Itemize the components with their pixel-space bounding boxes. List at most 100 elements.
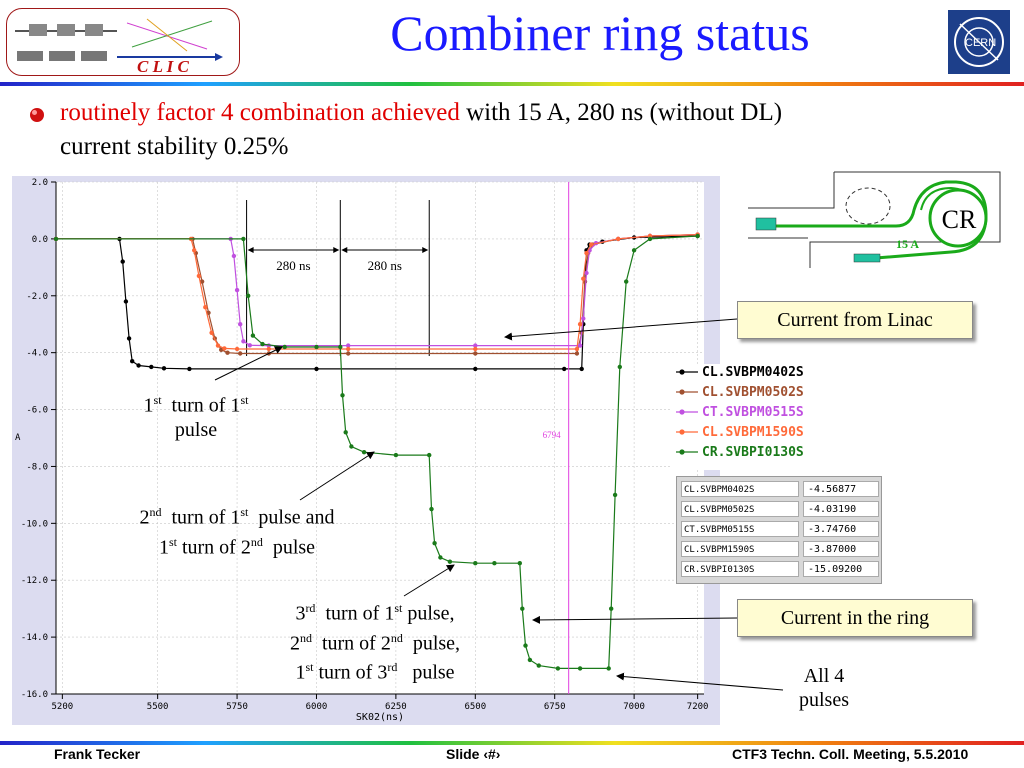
arrow-first-turn [214,346,283,381]
data-point [260,341,265,347]
x-tick-label: 7200 [687,702,709,712]
table-cell-value: -3.74760 [803,521,879,537]
data-point [577,343,583,348]
data-point [581,276,586,281]
clic-logo-graphic: C L I C [15,18,223,76]
x-tick-label: 6500 [464,702,486,712]
pulse-markers [246,200,430,356]
data-point [584,250,589,256]
data-point [231,253,237,259]
data-point [427,452,432,458]
data-point [215,343,221,348]
data-point [346,343,351,348]
callout-linac: Current from Linac [737,301,973,339]
ring-current: 15 A [896,237,919,251]
data-point [282,344,287,350]
legend-label: CR.SVBPI0130S [702,445,804,460]
data-point [473,366,478,372]
data-point [473,343,478,348]
data-point [340,393,345,398]
data-point [234,346,240,352]
x-tick-label: 6000 [306,702,328,712]
data-point [606,666,611,671]
annotation-first-turn: 1st turn of 1st pulse [143,393,249,441]
data-point [473,346,478,352]
bullet-text: routinely factor 4 combination achieved … [60,96,1020,164]
interval-arrow-head [422,247,429,253]
ring-diagram: CR 15 A [748,171,1001,268]
y-tick-label: -8.0 [26,462,48,472]
data-point [225,350,230,355]
data-point [555,666,561,671]
annotation-all-pulses: All 4 pulses [799,665,849,711]
bullet-rest: with 15 A, 280 ns (without DL) [459,99,783,126]
table-cell-value: -4.03190 [803,501,879,517]
footer-slide: Slide ‹#› [446,746,501,762]
legend-label: CL.SVBPM0502S [702,385,804,400]
data-point [609,606,614,611]
data-point [612,492,618,498]
data-point [126,336,132,341]
table-cell-value: -4.56877 [803,481,879,497]
x-tick-label: 7000 [623,702,645,712]
cern-logo-text: CERN [965,37,996,49]
data-point [577,322,583,327]
x-tick-labels: 5200 5500 5750 6000 6250 6500 6750 7000 7200 [52,702,709,712]
legend-marker [679,429,685,435]
data-point [241,339,246,344]
x-tick-label: 5500 [147,702,169,712]
cern-logo-graphic: CERN [954,17,1004,67]
footer-meeting: CTF3 Techn. Coll. Meeting, 5.5.2010 [732,746,969,762]
data-point [492,561,497,566]
data-point [203,305,208,310]
page-title: Combiner ring status [390,5,810,61]
annotation-third-turn: 3rd turn of 1st pulse, 2nd turn of 2nd p… [289,601,461,684]
table-row: CT.SVBPM0515S -3.74760 [679,521,879,539]
data-point [617,364,622,370]
legend-label: CT.SVBPM0515S [702,405,804,420]
y-tick-label: -10.0 [21,519,48,529]
data-point [574,351,580,356]
data-point [192,248,197,253]
series-cr-svbpi0130s [53,233,700,671]
arrow-ring [532,615,738,624]
data-point [473,561,478,566]
bullet-icon [28,106,46,124]
table-row: CL.SVBPM1590S -3.87000 [679,541,879,559]
header-divider [0,82,1024,86]
data-point [520,606,525,611]
legend-label: CL.SVBPM0402S [702,365,804,380]
data-point [589,242,594,247]
data-point [343,430,348,435]
cursor-label: 6794 [543,430,562,440]
data-point [429,506,434,512]
data-point [577,666,583,671]
data-point [130,359,135,364]
data-point [517,561,522,566]
footer-author: Frank Tecker [54,746,141,762]
data-point [246,293,251,298]
callout-ring: Current in the ring [737,599,973,637]
data-point [574,346,580,352]
data-point [120,259,125,264]
data-point [346,346,351,352]
data-point [432,541,437,546]
data-point [314,344,319,350]
table-row: CL.SVBPM0402S -4.56877 [679,481,879,499]
value-table: CL.SVBPM0402S -4.56877 CL.SVBPM0502S -4.… [676,476,882,584]
y-tick-label: -14.0 [21,633,48,643]
data-point [196,273,202,279]
annotation-second-turn: 2nd turn of 1st pulse and 1st turn of 2n… [139,505,335,559]
table-cell-value: -3.87000 [803,541,879,557]
cern-logo: CERN [948,10,1010,74]
data-point [247,343,252,348]
data-point [346,351,351,356]
data-point [536,663,541,668]
legend-graphic: CL.SVBPM0402S CL.SVBPM0502S CT.SVBPM0515S C… [676,365,804,460]
interval-label-1: 280 ns [276,258,310,273]
data-point [123,299,129,304]
data-point [187,366,192,372]
data-point [579,366,584,372]
data-point [149,364,154,370]
